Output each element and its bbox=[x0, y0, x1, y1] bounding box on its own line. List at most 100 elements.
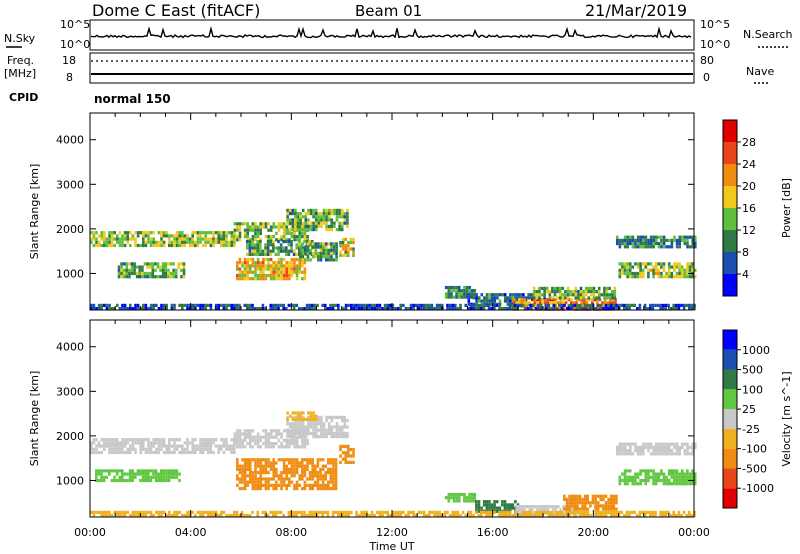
data-cell bbox=[470, 293, 473, 297]
data-cell bbox=[680, 268, 684, 272]
data-cell bbox=[642, 245, 645, 249]
data-cell bbox=[285, 246, 288, 250]
data-cell bbox=[636, 245, 640, 249]
data-cell bbox=[225, 231, 228, 235]
data-cell bbox=[186, 303, 189, 307]
data-cell bbox=[280, 477, 283, 481]
data-cell bbox=[335, 251, 338, 256]
data-cell bbox=[241, 432, 244, 436]
data-cell bbox=[474, 510, 478, 514]
data-cell bbox=[118, 447, 122, 451]
data-cell bbox=[344, 454, 347, 458]
data-cell bbox=[251, 429, 255, 433]
data-cell bbox=[321, 474, 325, 478]
data-cell bbox=[175, 234, 179, 238]
data-cell bbox=[654, 482, 658, 486]
data-cell bbox=[455, 295, 458, 299]
data-cell bbox=[285, 270, 288, 274]
data-cell bbox=[688, 510, 691, 514]
data-cell bbox=[134, 231, 137, 235]
data-cell bbox=[92, 237, 96, 241]
data-cell bbox=[477, 299, 481, 303]
data-cell bbox=[568, 514, 571, 518]
data-cell bbox=[534, 307, 538, 311]
data-cell bbox=[322, 245, 325, 249]
data-cell bbox=[92, 447, 96, 451]
data-cell bbox=[222, 234, 226, 238]
data-cell bbox=[259, 246, 262, 250]
data-cell bbox=[170, 472, 173, 476]
data-cell bbox=[298, 461, 301, 465]
data-cell bbox=[327, 422, 331, 426]
data-cell bbox=[170, 240, 174, 244]
data-cell bbox=[327, 255, 331, 259]
data-cell bbox=[254, 438, 257, 442]
data-cell bbox=[136, 303, 140, 307]
data-cell bbox=[312, 431, 315, 435]
data-cell bbox=[660, 235, 663, 239]
data-cell bbox=[518, 301, 521, 305]
data-cell bbox=[130, 271, 134, 276]
data-cell bbox=[241, 438, 244, 442]
data-cell bbox=[464, 514, 467, 518]
data-cell bbox=[233, 303, 236, 307]
data-cell bbox=[251, 264, 255, 268]
data-cell bbox=[321, 480, 325, 484]
data-cell bbox=[654, 472, 658, 476]
data-cell bbox=[355, 307, 358, 311]
data-cell bbox=[157, 478, 160, 483]
data-cell bbox=[121, 510, 124, 514]
data-cell bbox=[652, 268, 655, 272]
data-cell bbox=[342, 307, 345, 311]
data-cell bbox=[167, 469, 171, 473]
data-cell bbox=[448, 307, 452, 311]
data-cell bbox=[186, 234, 189, 238]
data-cell bbox=[343, 415, 347, 419]
data-cell bbox=[311, 303, 314, 307]
data-cell bbox=[277, 510, 280, 514]
data-cell bbox=[638, 510, 642, 514]
data-cell bbox=[149, 237, 153, 241]
data-cell bbox=[560, 514, 564, 518]
data-cell bbox=[248, 252, 252, 256]
data-cell bbox=[540, 293, 544, 297]
data-cell bbox=[243, 445, 247, 449]
data-cell bbox=[335, 428, 339, 432]
data-cell bbox=[128, 475, 132, 479]
velocity-colorbar-tick-label: 1000 bbox=[742, 344, 770, 357]
data-cell bbox=[678, 238, 681, 242]
data-cell bbox=[142, 231, 145, 235]
data-cell bbox=[608, 296, 611, 300]
data-cell bbox=[331, 307, 335, 311]
data-cell bbox=[243, 432, 247, 436]
data-cell bbox=[327, 425, 331, 429]
data-cell bbox=[686, 445, 689, 449]
data-cell bbox=[236, 264, 239, 268]
data-cell bbox=[475, 296, 478, 300]
data-cell bbox=[291, 228, 295, 232]
data-cell bbox=[317, 212, 321, 216]
data-cell bbox=[537, 510, 540, 514]
data-cell bbox=[600, 293, 604, 297]
data-cell bbox=[314, 467, 317, 471]
data-cell bbox=[309, 417, 313, 421]
data-cell bbox=[311, 240, 314, 244]
data-cell bbox=[259, 261, 262, 265]
data-cell bbox=[168, 514, 171, 518]
data-cell bbox=[585, 307, 589, 311]
data-cell bbox=[238, 277, 242, 281]
data-cell bbox=[267, 273, 270, 278]
data-cell bbox=[256, 464, 260, 468]
data-cell bbox=[308, 240, 311, 244]
data-cell bbox=[544, 301, 547, 305]
data-cell bbox=[196, 240, 200, 244]
data-cell bbox=[280, 270, 283, 274]
data-cell bbox=[256, 231, 260, 235]
data-cell bbox=[524, 296, 528, 300]
data-cell bbox=[520, 298, 524, 302]
data-cell bbox=[672, 307, 675, 311]
data-cell bbox=[552, 303, 556, 307]
data-cell bbox=[254, 270, 257, 274]
data-cell bbox=[259, 228, 262, 232]
data-cell bbox=[636, 262, 640, 266]
